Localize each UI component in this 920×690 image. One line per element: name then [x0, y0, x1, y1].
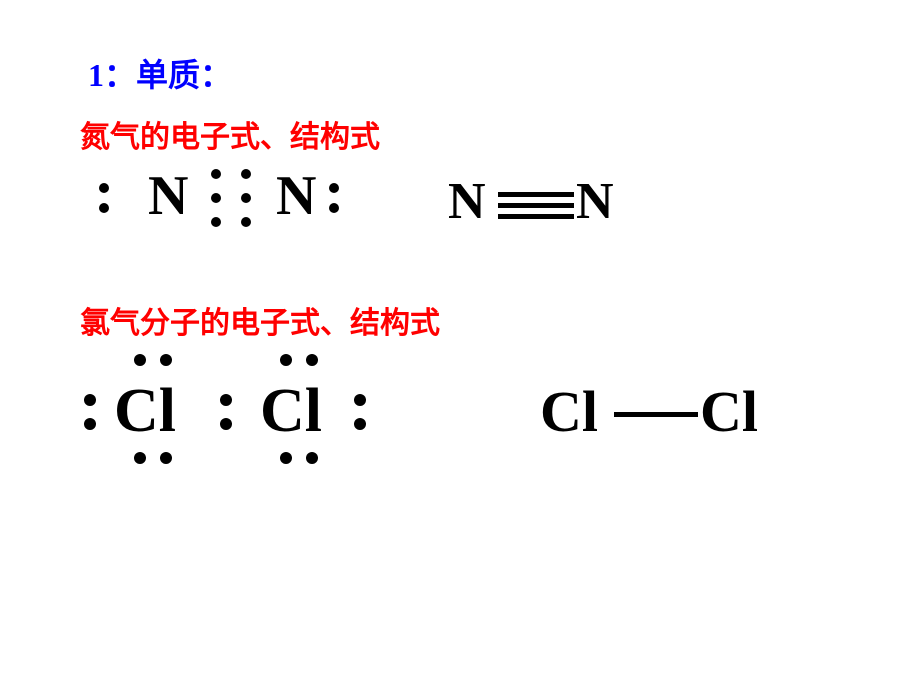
electron-dot: [306, 354, 318, 366]
electron-dot: [306, 452, 318, 464]
electron-dot: [241, 217, 251, 227]
electron-dot: [99, 183, 109, 193]
n2-struct-n2: N: [576, 172, 614, 231]
triple-bond-line: [498, 214, 574, 219]
electron-dot: [354, 418, 366, 430]
electron-dot: [241, 169, 251, 179]
triple-bond-line: [498, 203, 574, 208]
cl2-struct-cl1: Cl: [540, 378, 598, 445]
cl2-lewis-cl2: Cl: [260, 376, 322, 447]
triple-bond-line: [498, 192, 574, 197]
electron-dot: [134, 354, 146, 366]
cl2-struct-cl2: Cl: [700, 378, 758, 445]
single-bond-line: [614, 412, 698, 417]
electron-dot: [329, 203, 339, 213]
electron-dot: [241, 193, 251, 203]
cl2-lewis-cl1: Cl: [114, 376, 176, 447]
chlorine-subtitle: 氯气分子的电子式、结构式: [80, 298, 440, 342]
n2-struct-n1: N: [448, 172, 486, 231]
electron-dot: [211, 193, 221, 203]
electron-dot: [84, 394, 96, 406]
section-heading: 1：单质：: [88, 50, 232, 96]
n2-lewis-n1: N: [148, 164, 188, 228]
electron-dot: [211, 217, 221, 227]
electron-dot: [329, 183, 339, 193]
electron-dot: [99, 203, 109, 213]
electron-dot: [160, 452, 172, 464]
electron-dot: [354, 394, 366, 406]
electron-dot: [280, 452, 292, 464]
electron-dot: [220, 394, 232, 406]
electron-dot: [134, 452, 146, 464]
electron-dot: [84, 418, 96, 430]
electron-dot: [220, 418, 232, 430]
electron-dot: [160, 354, 172, 366]
electron-dot: [280, 354, 292, 366]
electron-dot: [211, 169, 221, 179]
n2-lewis-n2: N: [276, 164, 316, 228]
nitrogen-subtitle: 氮气的电子式、结构式: [80, 112, 380, 156]
